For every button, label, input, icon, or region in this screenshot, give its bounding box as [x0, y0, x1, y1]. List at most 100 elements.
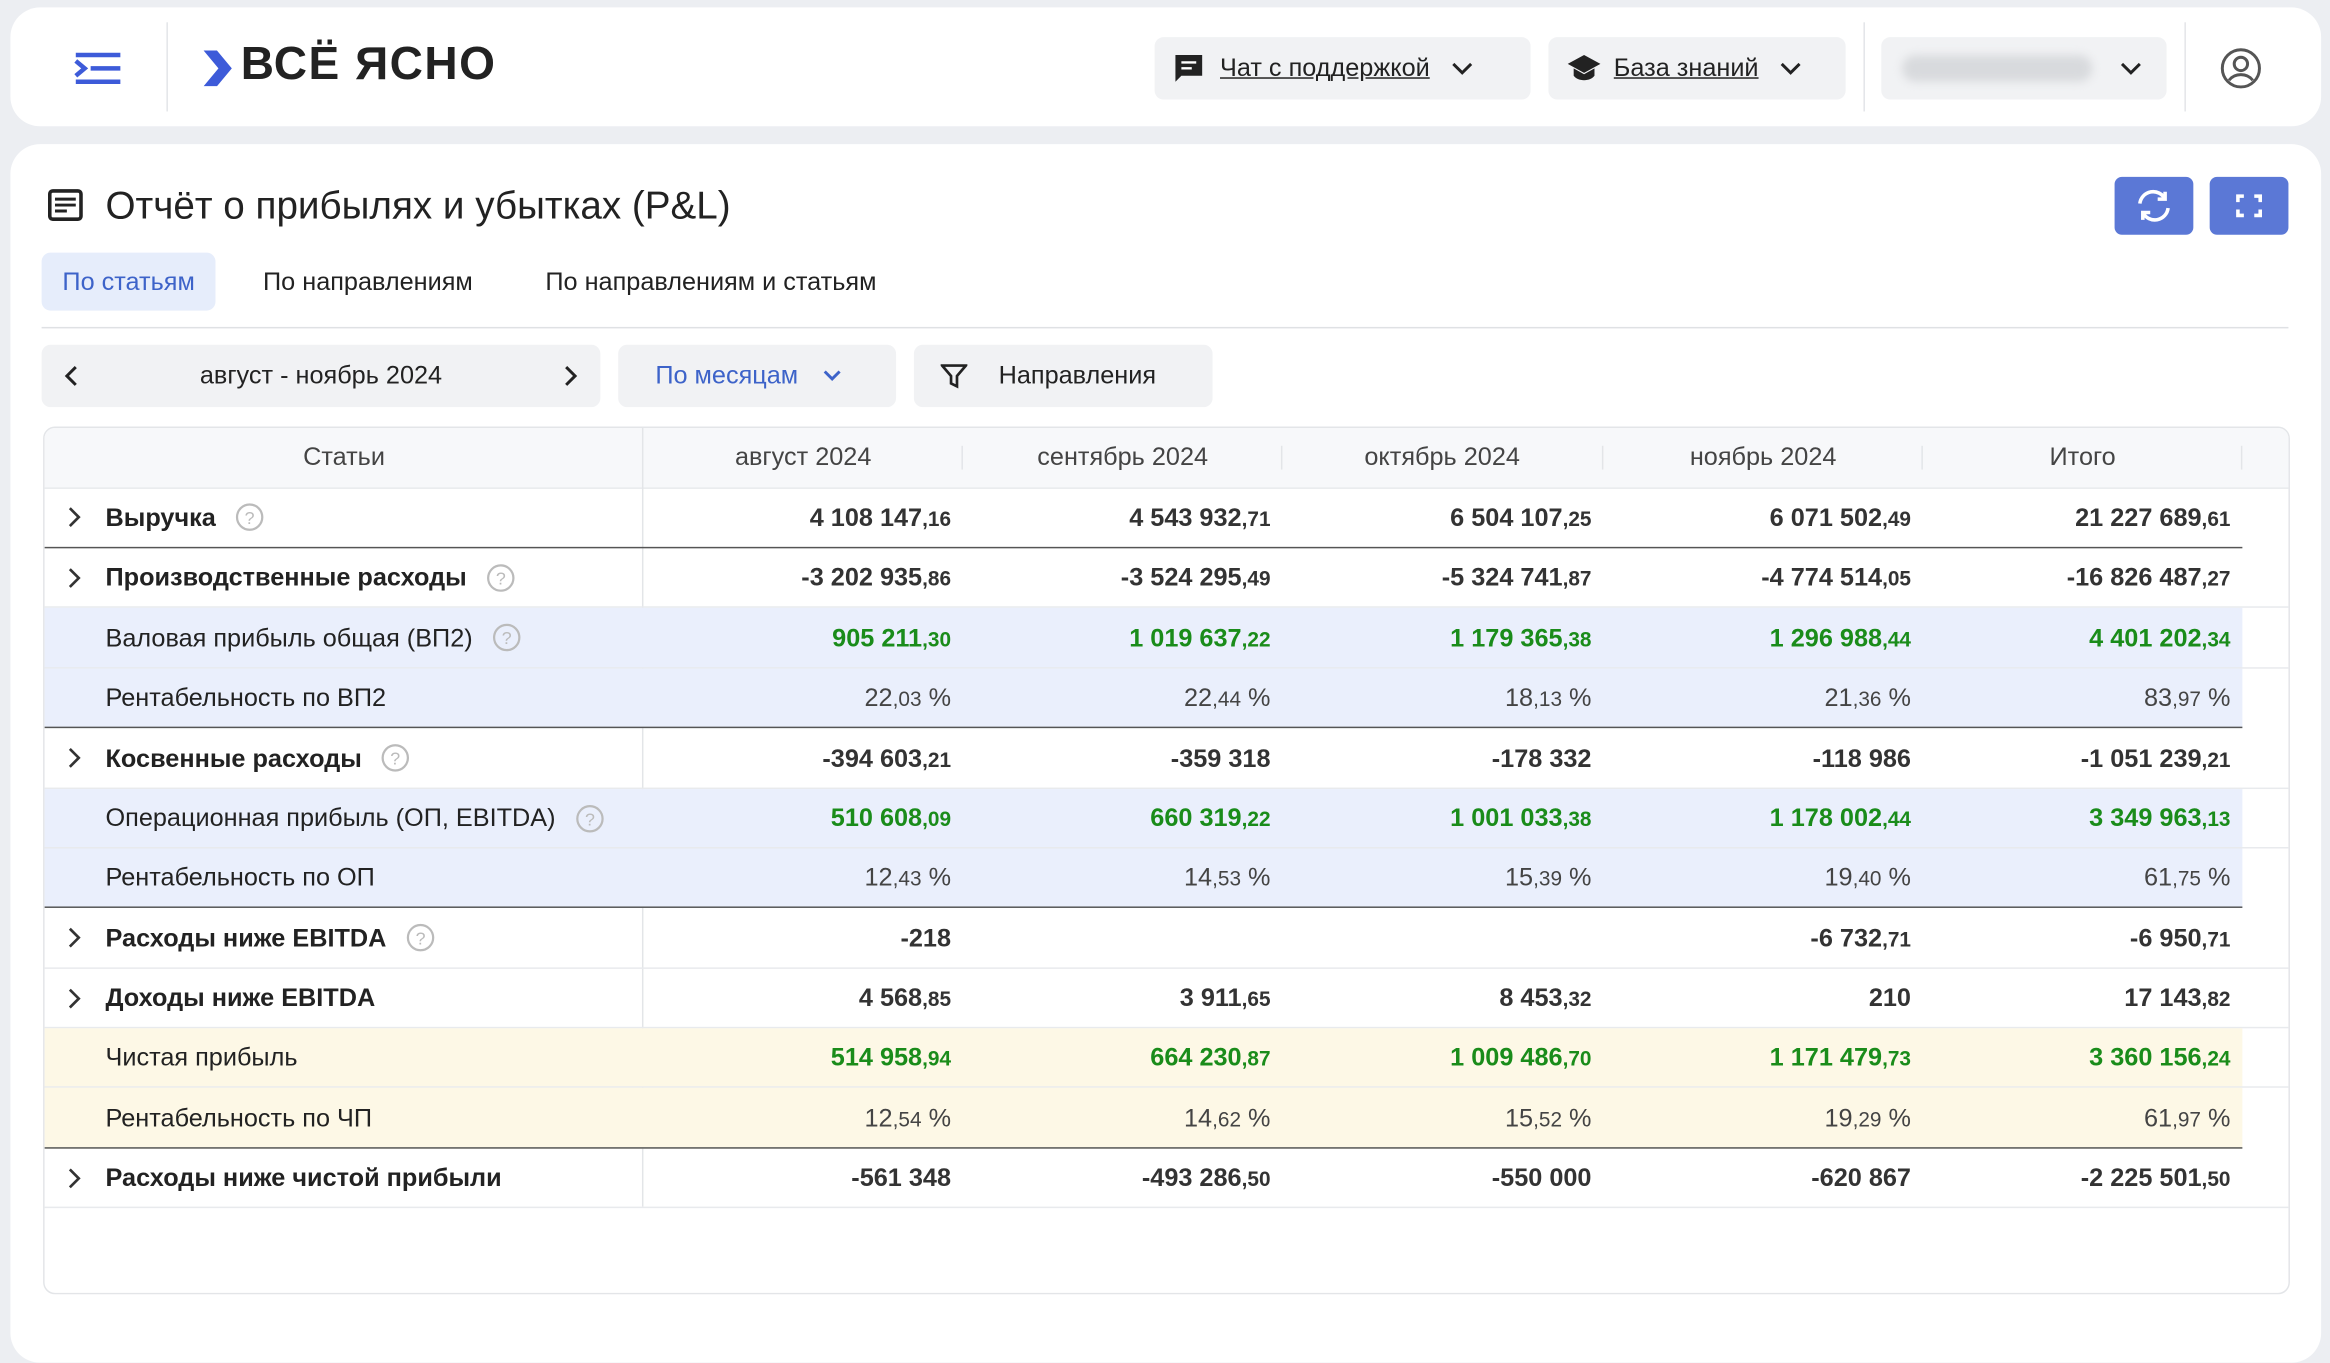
cell-value: 61,97 %: [2143, 1104, 2231, 1133]
help-icon[interactable]: ?: [492, 623, 522, 653]
filter-label: Направления: [998, 361, 1157, 390]
cell-value: 21,36 %: [1824, 683, 1911, 712]
row-border: [44, 726, 2243, 729]
svg-text:?: ?: [245, 508, 255, 528]
cell-value: 4 108 147,16: [809, 503, 952, 532]
row-border: [44, 1086, 2289, 1088]
cell-value: -620 867: [1811, 1163, 1911, 1192]
menu-icon[interactable]: [73, 51, 124, 87]
expand-toggle[interactable]: [65, 1167, 83, 1191]
row-label: Чистая прибыль: [105, 1043, 298, 1072]
help-icon[interactable]: ?: [406, 923, 436, 953]
cell-value: -4 774 514,05: [1761, 563, 1911, 592]
app: ВСЁ ЯСНО Чат с поддержкой База знаний От…: [10, 7, 2322, 1363]
expand-toggle[interactable]: [65, 926, 83, 950]
row-label: Рентабельность по ОП: [105, 863, 375, 892]
tab[interactable]: По направлениям и статьям: [545, 267, 877, 296]
cell-value: 12,54 %: [864, 1104, 952, 1133]
cell-value: -6 950,71: [2129, 924, 2231, 953]
cell-value: 15,39 %: [1504, 863, 1592, 892]
svg-text:?: ?: [502, 628, 512, 648]
row-border: [44, 787, 2289, 790]
tabs-divider: [41, 326, 2289, 329]
cell-value: 664 230,87: [1150, 1043, 1271, 1072]
row-border: [44, 906, 2243, 908]
support-label: Чат с поддержкой: [1220, 53, 1430, 82]
expand-toggle[interactable]: [65, 987, 83, 1011]
profile-icon[interactable]: [2220, 48, 2262, 90]
pl-table: Статьи август 2024 сентябрь 2024 октябрь 20…: [43, 426, 2290, 1295]
row-label: Расходы ниже EBITDA: [105, 924, 387, 953]
refresh-button[interactable]: [2114, 176, 2194, 235]
cell-value: 1 178 002,44: [1769, 803, 1911, 833]
period-selector[interactable]: август - ноябрь 2024: [41, 344, 601, 408]
row-label: Рентабельность по ЧП: [105, 1104, 373, 1133]
svg-text:?: ?: [585, 809, 595, 829]
help-icon[interactable]: ?: [235, 502, 265, 532]
cell-value: 1 001 033,38: [1450, 803, 1592, 833]
cell-value: -493 286,50: [1141, 1163, 1271, 1192]
cell-value: 514 958,94: [830, 1043, 952, 1072]
divider: [2184, 22, 2186, 112]
grouping-label: По месяцам: [655, 361, 799, 390]
filter-button[interactable]: Направления: [913, 344, 1213, 408]
row-label: Операционная прибыль (ОП, EBITDA): [105, 803, 556, 833]
cell-value: -218: [900, 924, 952, 953]
cell-value: 8 453,32: [1499, 983, 1592, 1012]
help-icon[interactable]: ?: [575, 804, 605, 834]
expand-toggle[interactable]: [65, 505, 83, 529]
grouping-select[interactable]: По месяцам: [618, 344, 897, 408]
row-highlight: [44, 668, 2243, 729]
row-highlight: [44, 1087, 2243, 1149]
cell-value: -3 202 935,86: [801, 563, 952, 592]
cell-value: 14,53 %: [1183, 863, 1271, 892]
cell-value: 510 608,09: [830, 803, 952, 833]
column-header: Статьи: [303, 442, 385, 472]
row-border: [44, 606, 2289, 608]
user-menu[interactable]: [1881, 37, 2167, 100]
cell-value: 19,40 %: [1824, 863, 1911, 892]
knowledge-button[interactable]: База знаний: [1548, 37, 1846, 100]
cell-value: 3 349 963,13: [2089, 803, 2231, 833]
row-label: Выручка: [105, 503, 216, 532]
column-header: Итого: [2049, 442, 2116, 472]
table-header: [44, 427, 2289, 489]
cell-value: 18,13 %: [1504, 683, 1592, 712]
cell-value: 1 019 637,22: [1129, 624, 1271, 653]
cell-value: -1 051 239,21: [2080, 744, 2231, 773]
help-icon[interactable]: ?: [381, 743, 411, 773]
cell-value: 22,03 %: [864, 683, 952, 712]
column-header: сентябрь 2024: [1037, 442, 1209, 472]
top-bar: ВСЁ ЯСНО Чат с поддержкой База знаний: [10, 7, 2322, 127]
logo-mark: [203, 50, 232, 87]
cell-value: -359 318: [1170, 744, 1271, 773]
cell-value: -5 324 741,87: [1441, 563, 1592, 592]
row-label: Рентабельность по ВП2: [105, 683, 387, 712]
cell-value: 61,75 %: [2143, 863, 2231, 892]
cell-value: 83,97 %: [2143, 683, 2231, 712]
tab[interactable]: По направлениям: [263, 267, 473, 296]
period-label: август - ноябрь 2024: [199, 361, 443, 390]
tab[interactable]: По статьям: [41, 252, 216, 311]
blurred-user: [1902, 54, 2093, 82]
row-border: [44, 1206, 2289, 1209]
support-button[interactable]: Чат с поддержкой: [1154, 37, 1531, 100]
column-separator: [1280, 445, 1283, 470]
cell-value: 1 009 486,70: [1450, 1043, 1592, 1072]
logo[interactable]: ВСЁ ЯСНО: [240, 37, 497, 90]
row-border: [44, 1147, 2243, 1149]
svg-text:?: ?: [496, 569, 506, 589]
knowledge-label: База знаний: [1613, 53, 1759, 82]
column-header: октябрь 2024: [1364, 442, 1520, 472]
expand-toggle[interactable]: [65, 566, 83, 590]
row-highlight: [44, 789, 2243, 849]
row-border: [44, 967, 2289, 969]
cell-value: 4 543 932,71: [1129, 503, 1271, 532]
help-icon[interactable]: ?: [486, 563, 516, 593]
fullscreen-button[interactable]: [2209, 176, 2289, 235]
cell-value: -178 332: [1491, 744, 1592, 773]
svg-text:?: ?: [416, 928, 426, 948]
column-separator: [1921, 445, 1923, 470]
row-highlight: [44, 848, 2243, 908]
expand-toggle[interactable]: [65, 746, 83, 770]
